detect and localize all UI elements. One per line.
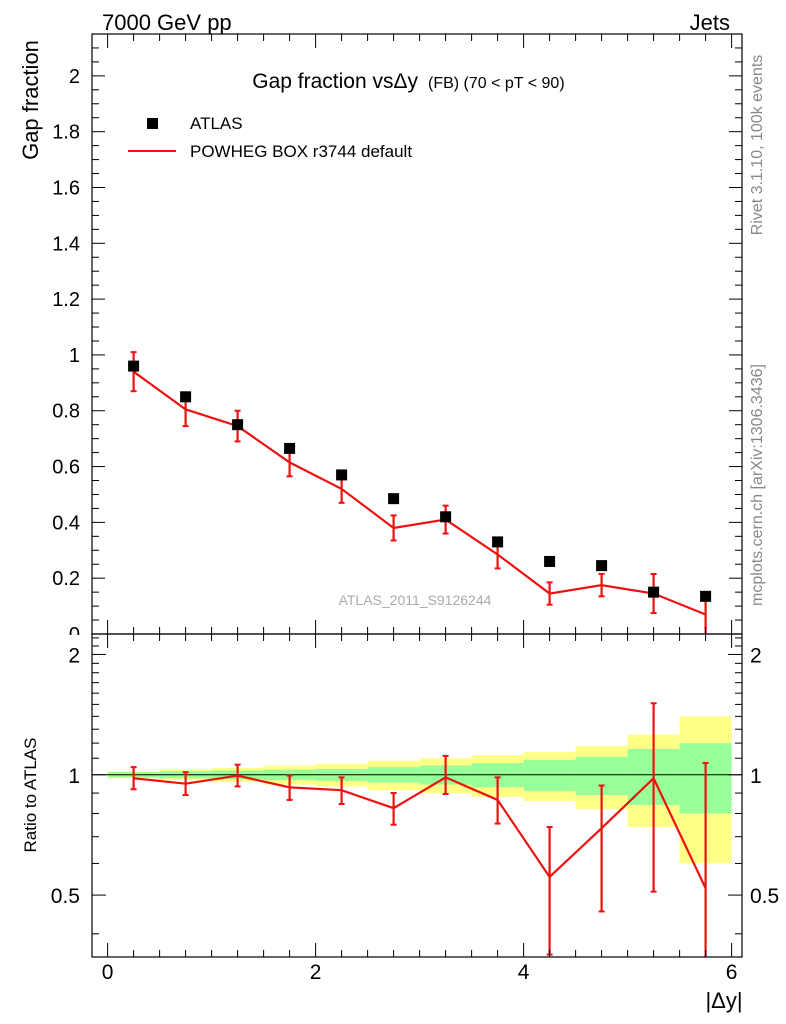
atlas-data-point <box>700 590 712 602</box>
ratio-band-inner <box>523 759 576 792</box>
ratio-ytick-label-right: 0.5 <box>750 885 779 908</box>
main-ytick-label: 0.2 <box>52 568 80 590</box>
legend-atlas-marker <box>147 118 158 129</box>
analysis-watermark: ATLAS_2011_S9126244 <box>339 592 492 608</box>
ratio-xtick-label: 0 <box>102 961 114 984</box>
chart-title-suffix: (FB) (70 < pT < 90) <box>428 75 565 92</box>
ratio-ytick-label: 1 <box>68 765 80 788</box>
plot-frames: 00.20.40.60.811.21.41.61.820.50.51122024… <box>51 33 779 984</box>
atlas-data-point <box>596 560 608 572</box>
atlas-data-point <box>440 511 452 523</box>
legend-powheg-label: POWHEG BOX r3744 default <box>190 142 412 161</box>
ratio-xtick-label: 2 <box>310 961 322 984</box>
ratio-plot-frame <box>91 633 743 958</box>
atlas-data-point <box>128 360 140 372</box>
main-ytick-label: 1.6 <box>52 177 80 199</box>
mcplots-reference-label: mcplots.cern.ch [arXiv:1306.3436] <box>749 364 766 606</box>
ratio-ytick-label: 0.5 <box>51 885 80 908</box>
main-ytick-label: 1 <box>69 345 80 367</box>
atlas-data-point <box>388 493 400 505</box>
ratio-plot-marks <box>92 702 742 957</box>
ratio-powheg-line <box>133 774 707 889</box>
main-ytick-label: 1.2 <box>52 289 80 311</box>
ratio-plot-area <box>107 716 732 864</box>
main-ytick-label: 1.4 <box>52 233 80 255</box>
header-energy-label: 7000 GeV pp <box>102 10 232 35</box>
ratio-xtick-label: 4 <box>518 961 530 984</box>
main-plot-marks <box>128 351 712 634</box>
chart-title: Gap fraction vsΔy <box>252 70 418 93</box>
ratio-ytick-label-right: 2 <box>750 644 762 667</box>
ratio-ytick-label: 2 <box>68 644 80 667</box>
legend: ATLAS POWHEG BOX r3744 default <box>128 114 412 161</box>
legend-atlas-label: ATLAS <box>190 114 243 133</box>
rivet-version-label: Rivet 3.1.10, 100k events <box>749 55 766 236</box>
main-ytick-label: 0.4 <box>52 512 80 534</box>
atlas-data-point <box>492 536 504 548</box>
ratio-xtick-label: 6 <box>726 961 738 984</box>
atlas-data-point <box>180 391 192 403</box>
atlas-data-point <box>284 442 296 454</box>
atlas-data-point <box>648 586 660 598</box>
main-ytick-label: 0.6 <box>52 457 80 479</box>
atlas-data-point <box>232 419 244 431</box>
main-ytick-label: 1.8 <box>52 122 80 144</box>
atlas-data-point <box>544 555 556 567</box>
atlas-data-point <box>336 469 348 481</box>
main-ylabel: Gap fraction <box>18 40 43 160</box>
ratio-ylabel: Ratio to ATLAS <box>21 738 40 853</box>
ratio-ytick-label-right: 1 <box>750 765 762 788</box>
ratio-xlabel: |Δy| <box>705 988 742 1013</box>
main-ytick-label: 2 <box>69 66 80 88</box>
main-powheg-line <box>132 370 707 616</box>
main-ytick-label: 0.8 <box>52 401 80 423</box>
header-jets-label: Jets <box>690 10 730 35</box>
main-ytick-label-mask <box>60 635 91 647</box>
